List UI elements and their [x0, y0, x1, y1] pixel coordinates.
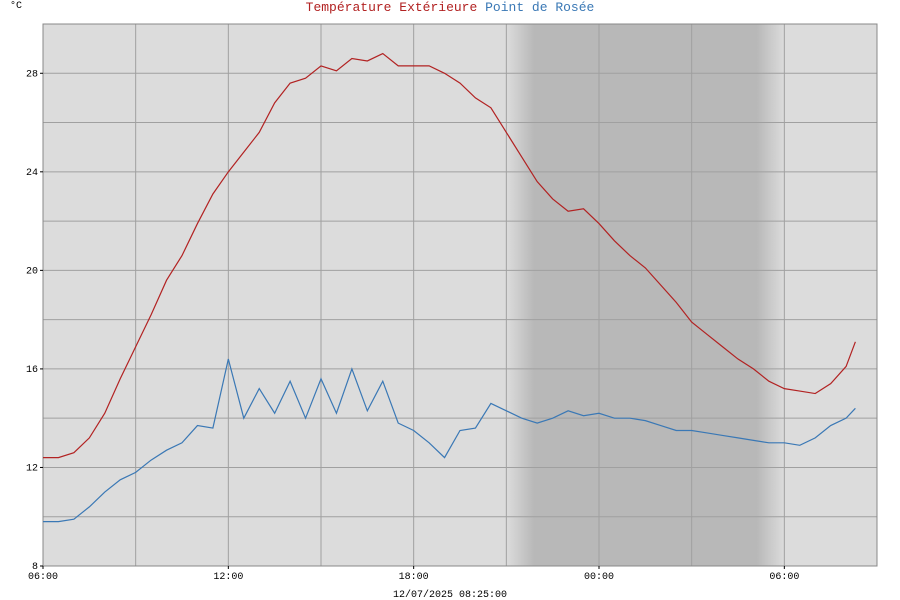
- x-tick-label: 06:00: [769, 572, 799, 583]
- y-tick-label: 28: [26, 69, 38, 80]
- y-tick-label: 8: [32, 562, 38, 573]
- plot-frame: [42, 23, 878, 567]
- x-tick-label: 00:00: [584, 572, 614, 583]
- x-tick-label: 12:00: [213, 572, 243, 583]
- y-tick-label: 12: [26, 463, 38, 474]
- y-tick-label: 16: [26, 365, 38, 376]
- series-line: [43, 358, 856, 523]
- title-part: Température Extérieure: [306, 0, 478, 15]
- chart-title: Température Extérieure Point de Rosée: [306, 0, 595, 15]
- title-part: Point de Rosée: [485, 0, 594, 15]
- night-shade: [506, 24, 785, 566]
- x-tick-label: 18:00: [399, 572, 429, 583]
- footer-date: 12/07/2025 08:25:00: [393, 589, 507, 600]
- y-tick-label: 24: [26, 168, 38, 179]
- y-unit: °C: [10, 0, 22, 12]
- y-tick-label: 20: [26, 266, 38, 277]
- x-tick-label: 06:00: [28, 572, 58, 583]
- series-line: [43, 52, 856, 459]
